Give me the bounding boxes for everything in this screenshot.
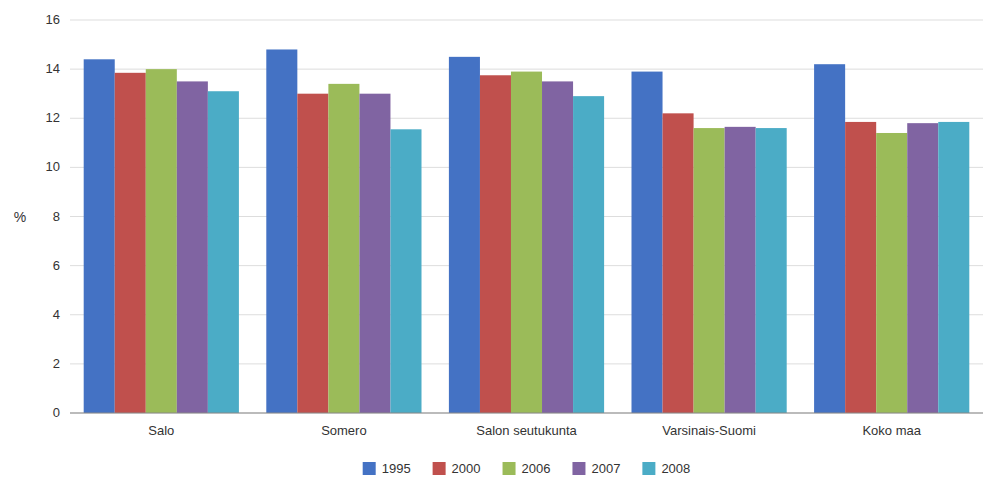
legend: 1995 2000 2006 2007 2008 [363,461,691,476]
legend-label: 2006 [522,461,551,476]
legend-label: 2007 [591,461,620,476]
bar [814,64,845,413]
page: {"chart_data": {"type": "bar", "categori… [0,0,1003,503]
bar [694,128,725,413]
bar [115,73,146,413]
bar [511,72,542,413]
y-tick-label: 10 [46,159,60,174]
bar [876,133,907,413]
bar [359,94,390,413]
bar [725,127,756,413]
y-tick-label: 16 [46,12,60,27]
legend-item: 1995 [363,461,411,476]
x-tick-label: Somero [321,423,367,438]
x-tick-label: Koko maa [862,423,921,438]
bar [449,57,480,413]
y-tick-label: 14 [46,61,60,76]
x-axis-line [70,413,983,414]
series [208,91,969,413]
series [84,49,845,413]
series [146,69,907,413]
bar [208,91,239,413]
bar [266,49,297,413]
x-tick-label: Salon seutukunta [476,423,577,438]
x-axis: Salo Somero Salon seutukunta Varsinais-Suom… [70,413,983,438]
y-tick-label: 2 [53,356,60,371]
bar [756,128,787,413]
bar [177,81,208,413]
bar [573,96,604,413]
legend-label: 2008 [661,461,690,476]
grid-line [70,69,983,70]
legend-swatch [642,462,655,475]
legend-label: 2000 [452,461,481,476]
y-tick-label: 12 [46,110,60,125]
legend-item: 2000 [433,461,481,476]
x-tick-label: Varsinais-Suomi [662,423,756,438]
bar [907,123,938,413]
series [115,73,876,413]
y-axis-label: % [14,209,26,225]
legend-item: 2007 [572,461,620,476]
legend-item: 2006 [503,461,551,476]
y-tick-label: 4 [53,307,60,322]
grid-line [70,413,983,414]
legend-swatch [572,462,585,475]
bars [84,49,970,413]
bar [390,129,421,413]
y-tick-label: 6 [53,258,60,273]
y-tick-label: 0 [53,405,60,420]
bar [297,94,328,413]
legend-label: 1995 [382,461,411,476]
bar [328,84,359,413]
legend-item: 2008 [642,461,690,476]
legend-swatch [433,462,446,475]
y-tick-label: 8 [53,209,60,224]
bar [663,113,694,413]
bar [631,72,662,413]
bar [845,122,876,413]
x-tick-label: Salo [148,423,174,438]
bar [146,69,177,413]
bar [542,81,573,413]
y-axis: 0 2 4 6 8 10 12 14 16 [46,12,983,420]
series [177,81,938,413]
bar [938,122,969,413]
legend-swatch [503,462,516,475]
chart: 0 2 4 6 8 10 12 14 16% Salo Somero Salon seutukunta… [0,0,1003,503]
grid-line [70,20,983,21]
bar [84,59,115,413]
legend-swatch [363,462,376,475]
bar [480,75,511,413]
